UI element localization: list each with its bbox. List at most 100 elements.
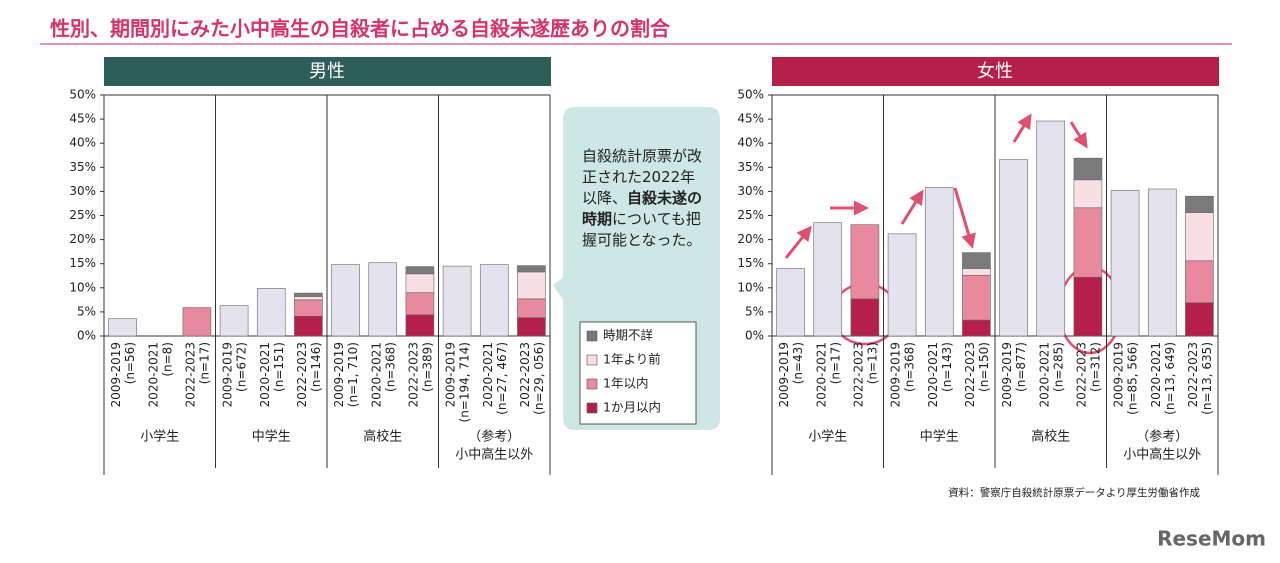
y-tick-label: 5% (745, 304, 764, 318)
x-tick-label: 2009-2019 (444, 342, 458, 407)
bar (479, 264, 509, 337)
x-tick-label: (n=13) (865, 342, 879, 384)
x-tick-label: 2022-2023 (963, 342, 977, 407)
y-tick-label: 25% (737, 208, 764, 222)
x-tick-label: (n=151) (272, 342, 286, 392)
panel-title: 男性 (309, 61, 345, 82)
x-tick-label: (n=877) (1014, 342, 1028, 392)
bar (517, 317, 546, 337)
legend-label: 1年以内 (603, 376, 648, 391)
bar (962, 319, 991, 337)
x-tick-label: (n=194, 714) (458, 342, 472, 422)
bar (219, 305, 249, 337)
bar (405, 314, 435, 337)
x-tick-label: 2009-2019 (1000, 342, 1014, 407)
bar (1073, 276, 1103, 337)
x-tick-label: (n=13, 635) (1200, 342, 1214, 415)
bar (256, 287, 286, 337)
x-tick-label: (n=146) (309, 342, 323, 392)
x-tick-label: 2009-2019 (332, 342, 346, 407)
y-tick-label: 35% (69, 160, 96, 174)
bar (1073, 179, 1103, 209)
x-tick-label: 2009-2019 (889, 342, 903, 407)
x-tick-label: 2020-2021 (481, 342, 495, 407)
x-tick-label: 2020-2021 (814, 342, 828, 407)
y-tick-label: 50% (737, 88, 764, 102)
bar (405, 266, 435, 275)
x-tick-label: 2020-2021 (1149, 342, 1163, 407)
page-title: 性別、期間別にみた小中高生の自殺者に占める自殺未遂歴ありの割合 (50, 17, 671, 41)
x-tick-label: 2009-2019 (1112, 342, 1126, 407)
bar (405, 273, 435, 293)
bar (962, 274, 991, 321)
y-tick-label: 30% (69, 184, 96, 198)
legend-swatch (586, 402, 598, 414)
legend-label: 1年より前 (603, 352, 661, 367)
group-label: 小中高生以外 (455, 447, 533, 463)
bar (962, 252, 991, 269)
x-tick-label: 2020-2021 (258, 342, 272, 407)
x-tick-label: (n=150) (977, 342, 991, 392)
x-tick-label: 2009-2019 (221, 342, 235, 407)
x-tick-label: (n=285) (1051, 342, 1065, 392)
bar (331, 264, 360, 337)
x-tick-label: 2022-2023 (1074, 342, 1088, 407)
x-tick-label: (n=17) (828, 342, 842, 384)
bar (887, 233, 917, 337)
x-tick-label: 2022-2023 (518, 342, 532, 407)
x-tick-label: 2009-2019 (109, 342, 123, 407)
bar (517, 271, 546, 300)
note: 自殺統計原票が改正された2022年以降、自殺未遂の時期についても把握可能となった… (582, 146, 708, 251)
group-label: （参考） (1136, 429, 1188, 445)
y-tick-label: 0% (77, 329, 96, 343)
y-tick-label: 50% (69, 88, 96, 102)
x-tick-label: (n=8) (160, 342, 174, 377)
x-tick-label: (n=43) (791, 342, 805, 384)
panel-title: 女性 (977, 61, 1013, 82)
bar (924, 187, 954, 337)
x-tick-label: (n=29, 056) (532, 342, 546, 415)
y-tick-label: 45% (737, 112, 764, 126)
bar (850, 224, 880, 300)
bar (813, 222, 843, 337)
bar (1185, 212, 1214, 262)
x-tick-label: (n=368) (383, 342, 397, 392)
y-tick-label: 20% (737, 232, 764, 246)
bar (1073, 207, 1103, 278)
legend-swatch (586, 354, 598, 366)
x-tick-label: (n=368) (903, 342, 917, 392)
x-tick-label: 2009-2019 (777, 342, 791, 407)
bar (1036, 120, 1066, 337)
group-label: 中学生 (920, 429, 959, 445)
bar (776, 268, 805, 337)
bar (1185, 302, 1214, 337)
y-tick-label: 15% (737, 256, 764, 270)
y-tick-label: 40% (69, 136, 96, 150)
legend-swatch (586, 330, 598, 342)
y-tick-label: 25% (69, 208, 96, 222)
bar (1185, 195, 1214, 213)
x-tick-label: 2020-2021 (369, 342, 383, 407)
x-tick-label: (n=56) (123, 342, 137, 384)
y-tick-label: 45% (69, 112, 96, 126)
x-tick-label: 2020-2021 (1037, 342, 1051, 407)
x-tick-label: 2020-2021 (926, 342, 940, 407)
legend-swatch (586, 378, 598, 390)
group-label: 中学生 (252, 429, 291, 445)
x-tick-label: (n=27, 467) (495, 342, 509, 415)
y-tick-label: 15% (69, 256, 96, 270)
y-tick-label: 10% (69, 280, 96, 294)
note-text: 自殺統計原票が改正された2022年以降、 (582, 147, 703, 207)
x-tick-label: 2022-2023 (406, 342, 420, 407)
bar (1110, 190, 1140, 337)
bar (108, 318, 137, 337)
y-tick-label: 5% (77, 304, 96, 318)
bar (517, 265, 546, 273)
panel-header (772, 57, 1219, 86)
group-label: 高校生 (363, 429, 402, 445)
x-tick-label: (n=672) (235, 342, 249, 392)
logo: ReseMom (1157, 527, 1266, 551)
bar (405, 292, 435, 316)
